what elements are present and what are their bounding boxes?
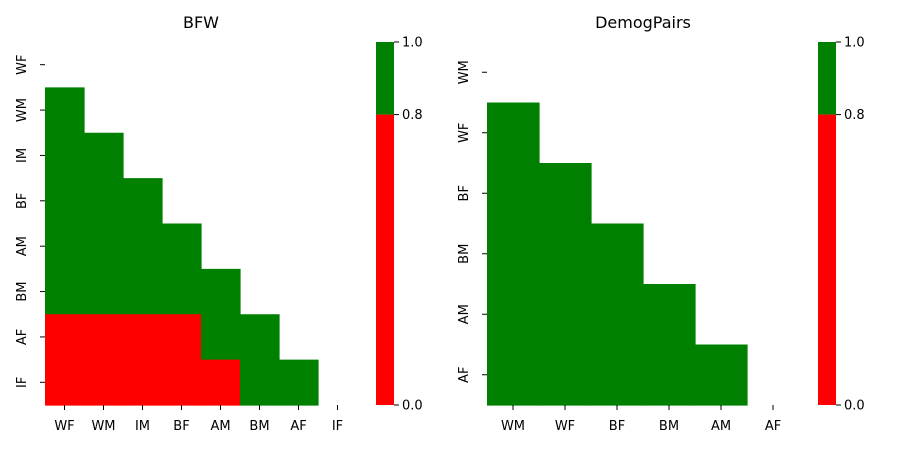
bfw-x-tick-label: IM [135,419,150,434]
bfw-heatmap-cell [84,223,124,270]
bfw-heatmap-cell [84,132,124,179]
bfw-x-tick-label: BM [249,419,269,434]
demogpairs-y-tick-label: AF [457,367,472,383]
bfw-y-tick-label: BM [15,281,30,301]
bfw-heatmap-cell [201,314,241,361]
bfw-y-tick-label: BF [15,193,30,209]
demogpairs-heatmap-cell [591,344,644,406]
bfw-y-tick-label: AF [15,329,30,345]
bfw-heatmap-cell [240,314,280,361]
bfw-heatmap-cell [45,87,85,134]
demogpairs-y-tick-label: WM [457,60,472,84]
bfw-colorbar-tick-label: 1.0 [402,36,423,51]
bfw-y-tick-label: IF [15,377,30,388]
bfw-heatmap-cell [162,359,202,406]
bfw-y-tick-label: IM [15,148,30,163]
bfw-heatmap-cells [45,87,319,406]
bfw-y-tick-label: WM [15,98,30,122]
bfw-heatmap-cell [45,223,85,270]
demogpairs-heatmap-cell [487,284,540,346]
demogpairs-heatmap-cell [591,223,644,285]
bfw-heatmap-cell [201,268,241,315]
demogpairs-heatmap-cell [539,344,592,406]
demogpairs-colorbar-tick-label: 0.0 [844,399,865,414]
demogpairs-y-tick-label: WF [457,123,472,143]
demogpairs-heatmap-cell [487,223,540,285]
bfw-x-tick-label: BF [173,419,189,434]
bfw-heatmap-cell [123,268,163,315]
demogpairs-x-tick-label: WF [555,419,575,434]
demogpairs-chart-title: DemogPairs [595,13,691,32]
bfw-heatmap-cell [123,223,163,270]
bfw-heatmap-cell [279,359,319,406]
demogpairs-heatmap-cell [539,223,592,285]
bfw-heatmap-cell [162,314,202,361]
bfw-heatmap-cell [123,178,163,225]
demogpairs-heatmap-cell [487,102,540,164]
bfw-x-tick-label: AM [210,419,230,434]
bfw-heatmap-cell [201,359,241,406]
demogpairs-heatmap-cell [539,163,592,225]
bfw-heatmap-cell [45,359,85,406]
bfw-heatmap-cell [123,314,163,361]
bfw-x-tick-label: WM [91,419,115,434]
demogpairs-heatmap-cell [695,344,748,406]
bfw-heatmap-cell [162,223,202,270]
demogpairs-x-tick-label: BM [659,419,679,434]
demogpairs-heatmap-cell [643,344,696,406]
bfw-colorbar-fail-band [376,114,394,405]
demogpairs-x-tick-label: AF [765,419,781,434]
demogpairs-heatmap-cells [487,102,748,406]
bfw-heatmap-cell [84,178,124,225]
bfw-heatmap-cell [84,314,124,361]
demogpairs-colorbar-tick-label: 1.0 [844,36,865,51]
demogpairs-heatmap-cell [539,284,592,346]
demogpairs-x-tick-label: WM [501,419,525,434]
bfw-heatmap-cell [84,359,124,406]
demogpairs-y-tick-label: BM [457,244,472,264]
bfw-chart-title: BFW [183,13,219,32]
bfw-heatmap-cell [162,268,202,315]
bfw-x-tick-label: WF [54,419,74,434]
demogpairs-colorbar-fail-band [818,114,836,405]
bfw-y-tick-label: AM [15,236,30,256]
demogpairs-heatmap-panel: DemogPairs WM WF BF BM AM AF WM WF BF BM AM AF 0.0… [457,13,865,434]
bfw-x-tick-label: IF [332,419,343,434]
demogpairs-colorbar: 0.0 0.8 1.0 [818,36,865,414]
bfw-heatmap-cell [240,359,280,406]
demogpairs-heatmap-cell [487,163,540,225]
bfw-heatmap-panel: BFW WF WM IM BF AM BM AF IF WF WM IM BF AM BM AF IF 0.… [15,13,423,434]
demogpairs-heatmap-cell [487,344,540,406]
bfw-colorbar-pass-band [376,42,394,115]
bfw-colorbar: 0.0 0.8 1.0 [376,36,423,414]
demogpairs-heatmap-cell [643,284,696,346]
demogpairs-x-tick-label: AM [711,419,731,434]
bfw-heatmap-cell [45,132,85,179]
bfw-colorbar-tick-label: 0.0 [402,399,423,414]
bfw-heatmap-cell [45,268,85,315]
bfw-x-tick-label: AF [290,419,306,434]
bfw-heatmap-cell [84,268,124,315]
bfw-heatmap-cell [123,359,163,406]
demogpairs-x-axis: WM WF BF BM AM AF [501,405,781,434]
bfw-heatmap-cell [45,314,85,361]
bfw-colorbar-tick-label: 0.8 [402,108,423,123]
demogpairs-x-tick-label: BF [609,419,625,434]
demogpairs-colorbar-pass-band [818,42,836,115]
demogpairs-y-axis: WM WF BF BM AM AF [457,60,487,383]
demogpairs-y-tick-label: BF [457,185,472,201]
bfw-y-axis: WF WM IM BF AM BM AF IF [15,55,45,388]
bfw-y-tick-label: WF [15,55,30,75]
bfw-heatmap-cell [45,178,85,225]
demogpairs-y-tick-label: AM [457,304,472,324]
demogpairs-heatmap-cell [591,284,644,346]
bfw-x-axis: WF WM IM BF AM BM AF IF [54,405,343,434]
demogpairs-colorbar-tick-label: 0.8 [844,108,865,123]
